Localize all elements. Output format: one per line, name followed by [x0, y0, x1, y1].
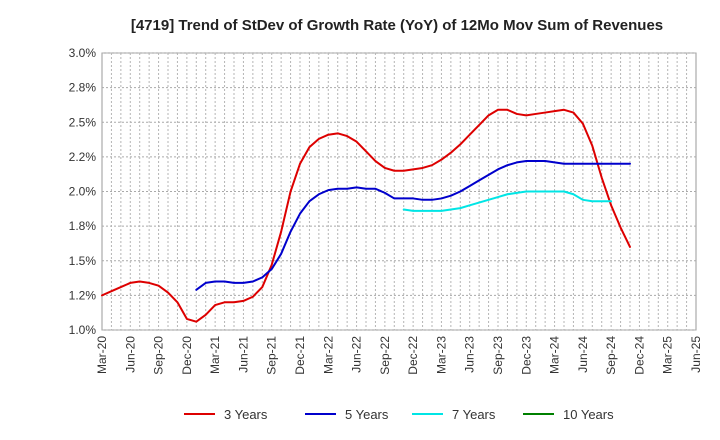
legend: 3 Years 5 Years 7 Years 10 Years: [184, 407, 614, 422]
x-tick-label: Mar-22: [321, 336, 335, 374]
legend-label: 5 Years: [345, 407, 389, 422]
x-tick-label: Dec-24: [632, 336, 646, 375]
y-tick-label: 1.2%: [69, 288, 97, 302]
x-tick-label: Sep-20: [152, 336, 166, 375]
x-tick-label: Mar-21: [208, 336, 222, 374]
x-tick-label: Mar-24: [548, 336, 562, 374]
x-tick-label: Jun-22: [350, 336, 364, 373]
y-tick-label: 1.5%: [69, 254, 97, 268]
x-tick-label: Sep-24: [604, 336, 618, 375]
gridlines: [102, 52, 696, 331]
x-tick-label: Mar-23: [434, 336, 448, 374]
x-tick-label: Dec-21: [293, 336, 307, 375]
x-tick-label: Jun-23: [463, 336, 477, 373]
series-line-3-years: [101, 108, 631, 323]
y-tick-label: 2.5%: [69, 115, 97, 129]
x-tick-label: Dec-22: [406, 336, 420, 375]
legend-label: 10 Years: [563, 407, 614, 422]
legend-label: 3 Years: [224, 407, 268, 422]
x-tick-label: Jun-25: [689, 336, 703, 373]
y-tick-label: 3.0%: [69, 46, 97, 60]
x-tick-label: Sep-21: [265, 336, 279, 375]
series-line-5-years: [195, 160, 631, 291]
series-lines: [101, 108, 631, 323]
y-tick-label: 2.2%: [69, 150, 97, 164]
y-axis: 1.0% 1.2% 1.5% 1.8% 2.0% 2.2% 2.5% 2.8% 3.0%: [69, 46, 97, 337]
x-tick-label: Jun-20: [123, 336, 137, 373]
legend-label: 7 Years: [452, 407, 496, 422]
x-tick-label: Jun-24: [576, 336, 590, 373]
chart-title: [4719] Trend of StDev of Growth Rate (Yo…: [131, 17, 663, 34]
x-tick-label: Dec-23: [519, 336, 533, 375]
x-tick-label: Jun-21: [236, 336, 250, 373]
x-axis: Mar-20 Jun-20 Sep-20 Dec-20 Mar-21 Jun-21 Sep-…: [95, 336, 703, 375]
y-tick-label: 2.8%: [69, 81, 97, 95]
x-tick-label: Sep-23: [491, 336, 505, 375]
series-line-7-years: [402, 190, 613, 212]
y-tick-label: 1.0%: [69, 323, 97, 337]
x-tick-label: Dec-20: [180, 336, 194, 375]
y-tick-label: 1.8%: [69, 219, 97, 233]
x-tick-label: Mar-25: [661, 336, 675, 374]
x-tick-label: Mar-20: [95, 336, 109, 374]
x-tick-label: Sep-22: [378, 336, 392, 375]
y-tick-label: 2.0%: [69, 185, 97, 199]
